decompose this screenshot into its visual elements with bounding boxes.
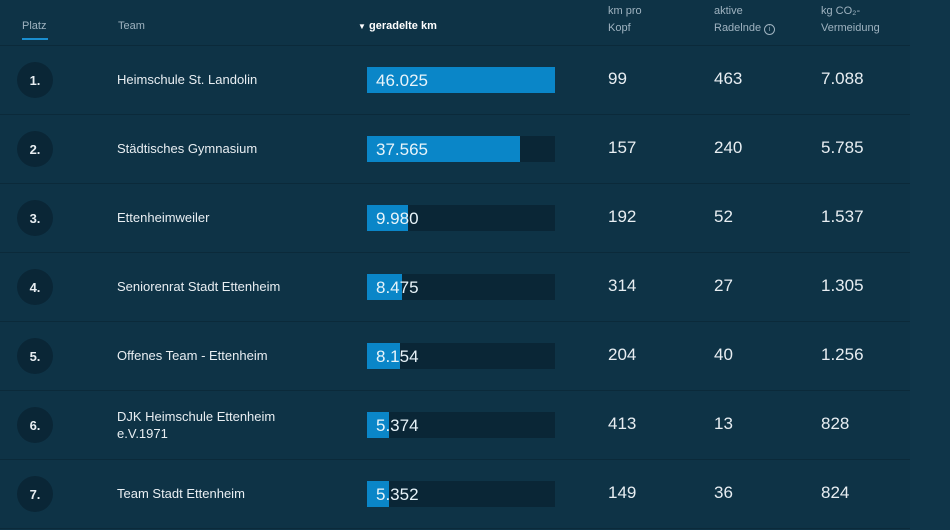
km-bar: 9.980 <box>367 205 555 231</box>
km-value: 46.025 <box>376 71 428 90</box>
header-team[interactable]: Team <box>118 20 145 32</box>
km-bar-fill <box>367 67 555 93</box>
km-value: 8.154 <box>376 347 419 366</box>
km-value: 37.565 <box>376 140 428 159</box>
table-row[interactable]: 2. Städtisches Gymnasium 37.565 157 240 … <box>0 115 910 184</box>
active-cyclists: 463 <box>714 69 743 88</box>
active-cyclists: 13 <box>714 414 733 433</box>
km-per-head: 99 <box>608 69 627 88</box>
co2-saved: 7.088 <box>821 69 864 88</box>
header-km[interactable]: ▼ geradelte km <box>358 20 437 32</box>
sort-desc-icon: ▼ <box>358 22 366 31</box>
km-bar-fill <box>367 481 389 507</box>
km-per-head: 413 <box>608 414 637 433</box>
km-per-head: 157 <box>608 138 637 157</box>
km-bar: 5.374 <box>367 412 555 438</box>
km-bar: 8.475 <box>367 274 555 300</box>
active-cyclists: 40 <box>714 345 733 364</box>
table-row[interactable]: 7. Team Stadt Ettenheim 5.352 149 36 824 <box>0 460 910 529</box>
team-name[interactable]: Team Stadt Ettenheim <box>117 486 245 501</box>
km-bar-fill <box>367 274 402 300</box>
km-bar-fill <box>367 412 389 438</box>
km-per-head: 314 <box>608 276 637 295</box>
active-cyclists: 52 <box>714 207 733 226</box>
km-bar-fill <box>367 136 521 162</box>
rank-badge: 5. <box>17 338 53 374</box>
active-sort-indicator <box>22 38 48 40</box>
rank-badge: 6. <box>17 407 53 443</box>
team-name[interactable]: Heimschule St. Landolin <box>117 72 258 87</box>
table-row[interactable]: 4. Seniorenrat Stadt Ettenheim 8.475 314… <box>0 253 910 322</box>
co2-saved: 1.537 <box>821 207 864 226</box>
table-header: Platz Team ▼ geradelte km km pro Kopf akt… <box>0 0 910 46</box>
active-cyclists: 240 <box>714 138 743 157</box>
rank-badge: 1. <box>17 62 53 98</box>
km-per-head: 149 <box>608 483 637 502</box>
header-rank[interactable]: Platz <box>22 20 47 32</box>
table-row[interactable]: 5. Offenes Team - Ettenheim 8.154 204 40… <box>0 322 910 391</box>
km-bar: 37.565 <box>367 136 555 162</box>
table-row[interactable]: 3. Ettenheimweiler 9.980 192 52 1.537 <box>0 184 910 253</box>
co2-saved: 1.305 <box>821 276 864 295</box>
team-name[interactable]: Seniorenrat Stadt Ettenheim <box>117 279 281 294</box>
team-name[interactable]: Städtisches Gymnasium <box>117 141 258 156</box>
km-value: 8.475 <box>376 278 419 297</box>
km-bar-fill <box>367 343 401 369</box>
table-row[interactable]: 6. DJK Heimschule Ettenheim e.V.1971 5.3… <box>0 391 910 460</box>
km-value: 9.980 <box>376 209 419 228</box>
team-name[interactable]: Ettenheimweiler <box>117 210 210 225</box>
rank-badge: 4. <box>17 269 53 305</box>
leaderboard-table: Platz Team ▼ geradelte km km pro Kopf akt… <box>0 0 910 529</box>
km-value: 5.352 <box>376 485 419 504</box>
active-cyclists: 36 <box>714 483 733 502</box>
co2-saved: 1.256 <box>821 345 864 364</box>
co2-saved: 828 <box>821 414 850 433</box>
km-bar: 46.025 <box>367 67 555 93</box>
table-row[interactable]: 1. Heimschule St. Landolin 46.025 99 463… <box>0 46 910 115</box>
header-co2[interactable]: kg CO₂- Vermeidung <box>821 5 880 34</box>
km-per-head: 204 <box>608 345 637 364</box>
side-panel <box>910 0 950 530</box>
km-bar: 8.154 <box>367 343 555 369</box>
rank-badge: 2. <box>17 131 53 167</box>
km-per-head: 192 <box>608 207 637 226</box>
rank-badge: 3. <box>17 200 53 236</box>
rank-badge: 7. <box>17 476 53 512</box>
km-bar-fill <box>367 205 408 231</box>
header-km-per-head[interactable]: km pro Kopf <box>608 5 642 34</box>
header-active[interactable]: aktive Radelnde i <box>714 3 776 37</box>
info-icon[interactable]: i <box>764 24 776 35</box>
km-bar: 5.352 <box>367 481 555 507</box>
km-value: 5.374 <box>376 416 419 435</box>
co2-saved: 5.785 <box>821 138 864 157</box>
team-name[interactable]: DJK Heimschule Ettenheim e.V.1971 <box>117 409 276 441</box>
team-name[interactable]: Offenes Team - Ettenheim <box>117 348 268 363</box>
active-cyclists: 27 <box>714 276 733 295</box>
co2-saved: 824 <box>821 483 850 502</box>
